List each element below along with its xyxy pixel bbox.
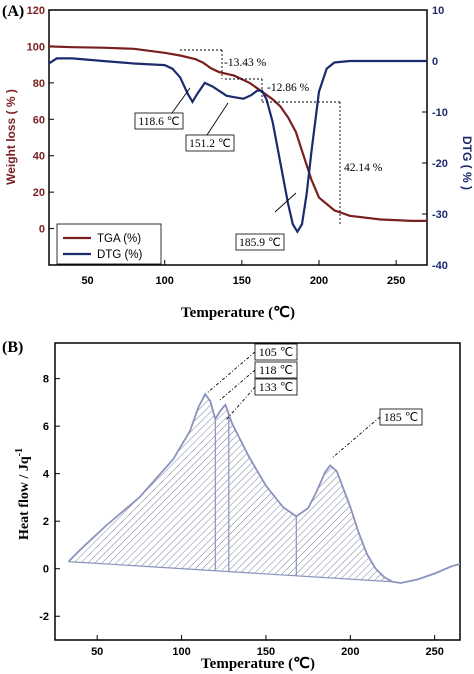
annotation-peak-118: 118.6 ℃ [138, 116, 179, 128]
panel-a-ylabel: Weight loss ( % ) [4, 89, 18, 185]
panel-a-plot-frame [48, 9, 428, 266]
panel-a-label: (A) [2, 3, 24, 20]
panel-b-plot-frame [54, 342, 461, 641]
y-tick-label: 100 [27, 41, 45, 53]
panel-a-xlabel: Temperature (℃) [181, 305, 295, 321]
area-dividers [214, 414, 297, 576]
x-tick-label: 250 [387, 275, 405, 287]
annotation-box [254, 378, 298, 396]
y-tick-label: 40 [33, 151, 45, 163]
annotation-tga-step2: -12.86 % [267, 82, 310, 94]
y2-tick-label: 10 [432, 5, 444, 17]
guide-line [331, 416, 381, 459]
arrow-line [274, 192, 297, 213]
legend-label-dtg: DTG (%) [97, 249, 143, 261]
y-tick-label: 4 [43, 469, 50, 481]
y-tick-label: 6 [43, 421, 49, 433]
legend-box [56, 223, 162, 265]
annotation-box [254, 361, 298, 379]
y-tick-label: 60 [33, 114, 45, 126]
panel-a-axis-ticks: 50 100 150 200 250020406080100120-40-30-20-1… [27, 5, 448, 287]
panel-b-axis-ticks: 50 100 150 200 250 -2 0 2 4 6 8 [39, 374, 444, 658]
panel-a-legend: TGA (%) DTG (%) [56, 223, 162, 265]
panel-a: (A) 50 100 150 200 250020406080100120-40-30-… [2, 3, 474, 321]
svg-text:Heat flow / Jq-1: Heat flow / Jq-1 [14, 448, 32, 540]
panel-b-ylabel-text: Heat flow / Jq [17, 456, 32, 540]
annotation-peak-185: 185.9 ℃ [239, 237, 281, 249]
x-tick-label: 150 [257, 646, 275, 658]
annotation-185: 185 ℃ [384, 410, 418, 424]
baseline [68, 561, 393, 583]
y2-tick-label: -30 [432, 209, 448, 221]
y-tick-label: 2 [43, 516, 49, 528]
x-tick-label: 50 [81, 275, 93, 287]
tga-curve [49, 45, 427, 222]
panel-a-y2label: DTG ( % ) [460, 136, 474, 190]
x-tick-label: 200 [341, 646, 359, 658]
y-tick-label: -2 [39, 611, 49, 623]
guide-line [206, 351, 256, 394]
y-tick-label: 0 [43, 564, 49, 576]
y-tick-label: 0 [39, 224, 45, 236]
y-tick-label: 8 [43, 374, 49, 386]
x-tick-label: 100 [172, 646, 190, 658]
panel-b-series [67, 392, 460, 584]
guide-line [225, 386, 256, 421]
panel-b-ylabel-superscript: -1 [14, 448, 25, 456]
panel-b-label: (B) [2, 339, 23, 356]
panel-b-annotations: 105 ℃ 118 ℃ 133 ℃ 185 ℃ [254, 343, 423, 426]
x-tick-label: 100 [156, 275, 174, 287]
x-tick-label: 250 [426, 646, 444, 658]
annotation-box [134, 112, 184, 130]
panel-b-xlabel: Temperature (℃) [201, 656, 315, 672]
annotation-tga-step1: -13.43 % [224, 57, 267, 69]
dtg-curve [49, 57, 427, 234]
annotation-box [185, 134, 235, 152]
y-tick-label: 20 [33, 187, 45, 199]
panel-b: (B) 50 100 150 200 250 -2 0 2 4 6 8 105 ℃ 118 ℃ 13… [2, 339, 461, 672]
x-tick-label: 200 [310, 275, 328, 287]
guide-line [219, 369, 256, 401]
arrow-line [206, 102, 229, 136]
y2-tick-label: 0 [432, 56, 438, 68]
arrow-line [171, 87, 191, 114]
panel-a-guides [171, 49, 341, 226]
y2-tick-label: -40 [432, 260, 448, 272]
y2-tick-label: -20 [432, 158, 448, 170]
panel-b-guides [206, 351, 381, 459]
x-tick-label: 50 [91, 646, 103, 658]
annotation-box [254, 343, 298, 361]
annotation-105: 105 ℃ [259, 345, 293, 359]
hatched-area [68, 394, 393, 582]
annotation-box [379, 408, 423, 426]
annotation-tga-step3: 42.14 % [344, 162, 383, 174]
y-tick-label: 120 [27, 5, 45, 17]
y-tick-label: 80 [33, 78, 45, 90]
panel-b-ylabel: Heat flow / Jq-1 [14, 448, 32, 540]
legend-label-tga: TGA (%) [97, 233, 141, 245]
annotation-box [235, 233, 285, 251]
panel-a-series [49, 45, 427, 234]
annotation-133: 133 ℃ [259, 380, 293, 394]
heat-flow-curve [67, 392, 460, 584]
panel-a-annotations: -13.43 % -12.86 % 42.14 % 118.6 ℃ 151.2 … [134, 57, 383, 251]
x-tick-label: 150 [233, 275, 251, 287]
y2-tick-label: -10 [432, 107, 448, 119]
annotation-peak-151: 151.2 ℃ [189, 138, 231, 150]
annotation-118: 118 ℃ [259, 363, 293, 377]
